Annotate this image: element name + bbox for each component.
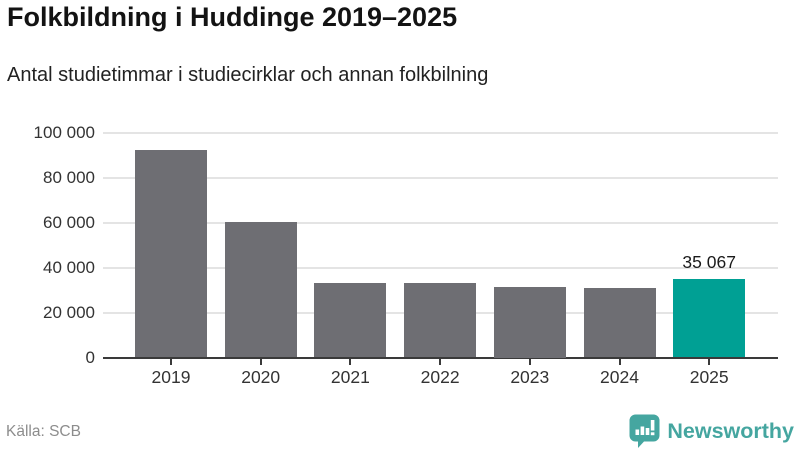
source-note: Källa: SCB: [6, 423, 81, 440]
bar: [135, 150, 207, 358]
bar: [404, 282, 477, 358]
y-axis-tick-label: 0: [85, 347, 95, 367]
x-axis-tick: [349, 358, 352, 365]
chart-title: Folkbildning i Huddinge 2019–2025: [7, 2, 458, 32]
x-axis-tick: [439, 358, 442, 365]
y-gridline: [103, 176, 778, 179]
x-axis-tick-label: 2019: [151, 367, 191, 387]
bar-highlighted: [673, 278, 746, 358]
y-gridline: [103, 131, 778, 134]
x-axis-tick: [708, 358, 711, 365]
x-axis-tick: [618, 358, 621, 365]
y-gridline: [103, 266, 778, 269]
bar: [493, 286, 566, 358]
newsworthy-wordmark: Newsworthy: [667, 419, 794, 443]
x-axis-tick-label: 2022: [420, 367, 460, 387]
x-axis-tick-label: 2021: [330, 367, 370, 387]
x-axis-tick-label: 2020: [241, 367, 281, 387]
newsworthy-logo: Newsworthy: [629, 414, 794, 448]
y-axis-tick-label: 100 000: [33, 122, 95, 142]
x-axis-line: [103, 356, 778, 359]
x-axis-tick: [259, 358, 262, 365]
y-axis-tick-label: 20 000: [43, 302, 95, 322]
x-axis-tick: [528, 358, 531, 365]
chart-subtitle: Antal studietimmar i studiecirklar och a…: [7, 64, 489, 86]
y-gridline: [103, 221, 778, 224]
bar-value-label: 35 067: [682, 251, 736, 272]
y-axis-tick-label: 80 000: [43, 167, 95, 187]
x-axis-tick-label: 2025: [689, 367, 729, 387]
x-axis-tick: [170, 358, 172, 365]
y-axis-tick-label: 40 000: [43, 257, 95, 277]
x-axis-tick-label: 2024: [600, 367, 639, 387]
chart-bar-icon: [629, 414, 660, 448]
bar: [583, 287, 656, 358]
y-axis-tick-label: 60 000: [43, 212, 95, 232]
bar: [314, 282, 387, 358]
x-axis-tick-label: 2023: [510, 367, 550, 387]
bar: [224, 221, 297, 358]
